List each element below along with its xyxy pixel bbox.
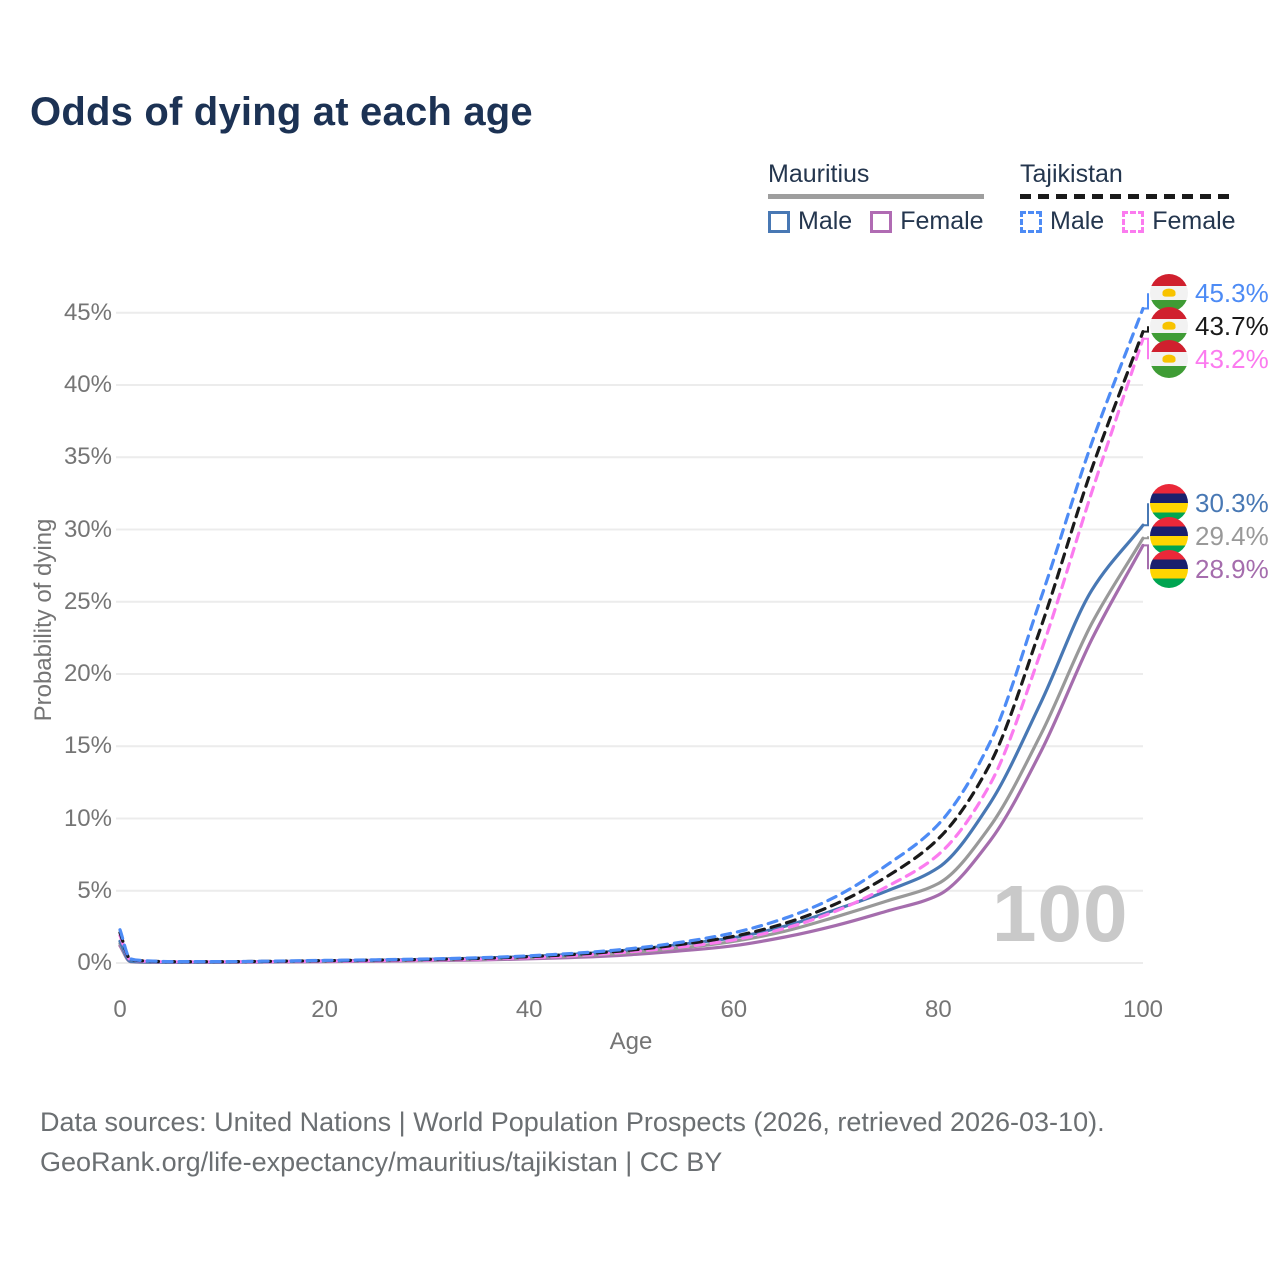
legend-item-tajikistan-male[interactable]: Male [1020, 207, 1104, 236]
legend-group-tajikistan: Tajikistan Male Female [1020, 160, 1236, 236]
mauritius-flag-icon [1150, 517, 1188, 556]
y-tick-label: 30% [63, 515, 112, 543]
legend-item-mauritius-male[interactable]: Male [768, 207, 852, 236]
end-value-label: 28.9% [1195, 553, 1269, 584]
gridlines [116, 311, 1143, 964]
x-tick-label: 100 [1122, 996, 1164, 1023]
crown-emblem-icon [1162, 321, 1176, 330]
legend-key-square-icon [768, 210, 790, 233]
connector-tajikistan-male [1143, 293, 1149, 310]
legend-item-label: Male [798, 207, 853, 235]
y-tick-label: 45% [63, 298, 112, 326]
legend-item-tajikistan-female[interactable]: Female [1122, 207, 1236, 236]
end-value-label: 43.7% [1195, 310, 1269, 341]
age-watermark: 100 [992, 869, 1129, 958]
legend-title-mauritius[interactable]: Mauritius [768, 160, 870, 188]
legend-key-dashed-square-icon [1020, 210, 1042, 233]
legend-item-label: Female [1152, 207, 1236, 235]
crown-emblem-icon [1162, 288, 1176, 297]
connector-tajikistan-female [1143, 337, 1149, 360]
x-axis-title: Age [609, 1028, 653, 1055]
end-value-label: 29.4% [1195, 520, 1269, 551]
series-line-tajikistan-all [118, 330, 1145, 964]
crown-emblem-icon [1162, 354, 1176, 363]
series-line-mauritius-female [118, 543, 1145, 965]
end-value-label: 45.3% [1195, 277, 1269, 308]
end-value-label: 43.2% [1195, 343, 1269, 374]
y-tick-label: 0% [77, 949, 112, 976]
x-tick-label: 40 [515, 996, 543, 1023]
data-source-text: Data sources: United Nations | World Pop… [40, 1107, 1105, 1137]
legend-items-mauritius: Male Female [768, 207, 984, 236]
series-lines [118, 306, 1145, 965]
end-label-mauritius-female: 28.9% [1150, 550, 1269, 589]
legend-underline-solid [768, 194, 984, 199]
y-tick-label: 5% [77, 876, 112, 904]
mauritius-flag-icon [1150, 484, 1188, 523]
legend-items-tajikistan: Male Female [1020, 207, 1236, 236]
legend-key-square-icon [870, 210, 893, 233]
end-label-tajikistan-all: 43.7% [1150, 307, 1269, 346]
y-tick-label: 25% [63, 587, 112, 615]
legend-key-dashed-square-icon [1122, 210, 1145, 233]
end-label-tajikistan-female: 43.2% [1150, 340, 1269, 379]
legend-item-label: Female [900, 207, 984, 235]
mauritius-flag-icon [1150, 550, 1188, 589]
x-tick-label: 20 [311, 996, 338, 1023]
legend-title-tajikistan[interactable]: Tajikistan [1020, 160, 1123, 188]
y-tick-label: 35% [63, 443, 112, 471]
tajikistan-flag-icon [1150, 340, 1188, 379]
legend-group-mauritius: Mauritius Male Female [768, 160, 984, 236]
legend-item-label: Male [1050, 207, 1105, 235]
y-tick-label: 10% [63, 804, 112, 832]
y-tick-label: 15% [63, 732, 112, 760]
legend-underline-dashed [1020, 194, 1236, 199]
x-tick-label: 0 [113, 996, 127, 1023]
end-label-tajikistan-male: 45.3% [1150, 274, 1269, 313]
label-connectors [1143, 293, 1149, 570]
y-tick-label: 40% [63, 371, 112, 399]
page-title: Odds of dying at each age [30, 90, 533, 134]
connector-mauritius-male [1143, 503, 1149, 527]
legend-item-mauritius-female[interactable]: Female [870, 207, 984, 236]
end-label-mauritius-male: 30.3% [1150, 484, 1269, 523]
connector-tajikistan-all [1143, 326, 1149, 333]
x-tick-label: 80 [925, 996, 952, 1023]
tajikistan-flag-icon [1150, 274, 1188, 313]
series-line-tajikistan-female [118, 337, 1145, 964]
y-tick-label: 20% [63, 660, 112, 688]
connector-mauritius-female [1143, 544, 1149, 570]
series-line-tajikistan-male [118, 306, 1145, 964]
end-label-mauritius-all: 29.4% [1150, 517, 1269, 556]
end-value-label: 30.3% [1195, 487, 1269, 518]
tajikistan-flag-icon [1150, 307, 1188, 346]
attribution-text: GeoRank.org/life-expectancy/mauritius/ta… [40, 1147, 723, 1177]
x-tick-label: 60 [720, 996, 748, 1023]
connector-mauritius-all [1143, 536, 1149, 540]
